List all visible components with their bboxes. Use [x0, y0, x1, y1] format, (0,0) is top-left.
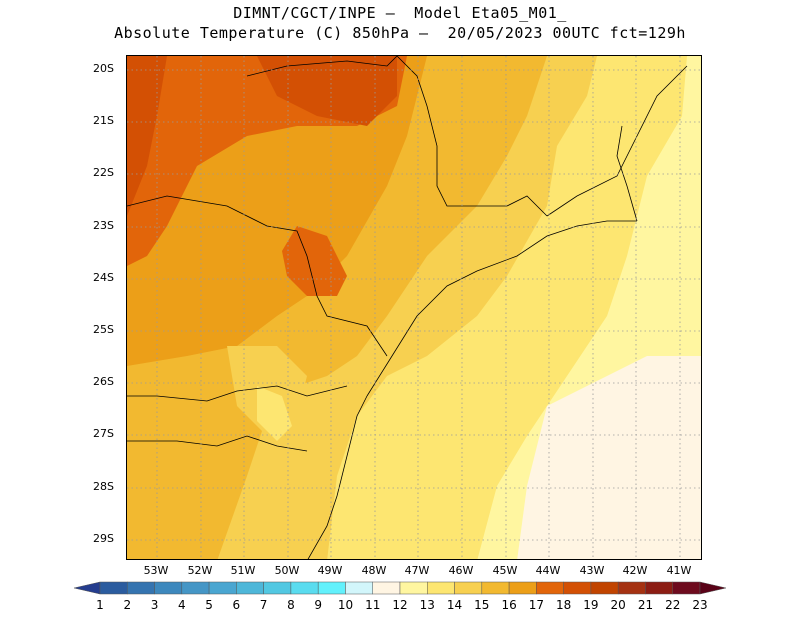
- colorbar-swatch: [536, 581, 564, 595]
- lon-label: 46W: [448, 564, 474, 577]
- colorbar-min-arrow: [73, 581, 101, 595]
- colorbar-tick-label: 19: [583, 598, 599, 612]
- colorbar-swatch: [399, 581, 428, 595]
- colorbar-swatch: [345, 581, 373, 595]
- colorbar-swatch: [317, 581, 346, 595]
- colorbar-tick-label: 14: [446, 598, 463, 612]
- colorbar-swatch: [617, 581, 646, 595]
- field-band-19: [127, 56, 167, 216]
- lat-label: 28S: [93, 480, 114, 493]
- colorbar-tick-label: 7: [259, 598, 268, 612]
- lat-label: 24S: [93, 271, 114, 284]
- colorbar-tick-label: 3: [150, 598, 159, 612]
- colorbar-swatch: [236, 581, 264, 595]
- lon-label: 48W: [361, 564, 387, 577]
- colorbar-tick-label: 4: [177, 598, 186, 612]
- colorbar-tick-label: 18: [555, 598, 572, 612]
- colorbar-tick-label: 23: [692, 598, 708, 612]
- lat-label: 20S: [93, 62, 114, 75]
- lon-label: 44W: [535, 564, 561, 577]
- colorbar-swatch: [208, 581, 237, 595]
- colorbar-swatch: [481, 581, 510, 595]
- colorbar-tick-label: 6: [232, 598, 241, 612]
- lon-label: 52W: [187, 564, 213, 577]
- colorbar-max-arrow: [699, 581, 727, 595]
- colorbar-tick-label: 1: [96, 598, 104, 612]
- colorbar-swatch: [372, 581, 401, 595]
- colorbar-tick-label: 15: [474, 598, 490, 612]
- coastline-and-borders: [127, 56, 688, 559]
- lat-label: 23S: [93, 219, 114, 232]
- colorbar-swatch: [127, 581, 155, 595]
- lon-label: 53W: [143, 564, 169, 577]
- lon-label: 43W: [579, 564, 605, 577]
- lat-lon-grid: [127, 56, 701, 559]
- colorbar-tick-label: 8: [287, 598, 295, 612]
- map-panel: [126, 55, 702, 560]
- colorbar-tick-label: 21: [637, 598, 654, 612]
- lon-label: 49W: [317, 564, 343, 577]
- colorbar-swatch: [427, 581, 455, 595]
- colorbar-tick-label: 5: [205, 598, 213, 612]
- colorbar-swatch: [181, 581, 210, 595]
- lon-label: 41W: [666, 564, 692, 577]
- lat-label: 25S: [93, 323, 114, 336]
- colorbar-swatch: [508, 581, 537, 595]
- field-band-12-patch: [517, 356, 701, 559]
- colorbar-swatch: [590, 581, 619, 595]
- colorbar-swatch: [454, 581, 483, 595]
- lon-label: 50W: [274, 564, 300, 577]
- colorbar-swatch: [672, 581, 701, 595]
- lat-label: 27S: [93, 427, 114, 440]
- colorbar-tick-label: 12: [392, 598, 408, 612]
- colorbar-tick-label: 13: [419, 598, 435, 612]
- lon-label: 45W: [492, 564, 518, 577]
- field-band-17-patch: [282, 226, 347, 296]
- field-band-19b: [257, 56, 397, 126]
- temperature-field-map: [127, 56, 701, 559]
- lon-label: 51W: [230, 564, 256, 577]
- colorbar-tick-label: 20: [610, 598, 626, 612]
- colorbar-swatch: [645, 581, 673, 595]
- colorbar-tick-label: 2: [123, 598, 132, 612]
- lat-label: 29S: [93, 532, 114, 545]
- colorbar-swatch: [290, 581, 319, 595]
- title-line-2: Absolute Temperature (C) 850hPa – 20/05/…: [114, 24, 686, 42]
- colorbar-tick-label: 22: [665, 598, 681, 612]
- colorbar-tick-label: 11: [365, 598, 381, 612]
- colorbar-tick-label: 10: [337, 598, 354, 612]
- colorbar-tick-label: 9: [314, 598, 322, 612]
- lat-label: 21S: [93, 114, 114, 127]
- lon-label: 42W: [622, 564, 648, 577]
- lon-label: 47W: [404, 564, 430, 577]
- colorbar-swatch: [99, 581, 128, 595]
- colorbar-tick-label: 17: [528, 598, 544, 612]
- lat-label: 22S: [93, 166, 114, 179]
- colorbar-swatch: [154, 581, 183, 595]
- title-line-1: DIMNT/CGCT/INPE – Model Eta05_M01_: [233, 4, 567, 22]
- colorbar-tick-label: 16: [501, 598, 517, 612]
- colorbar-swatch: [263, 581, 292, 595]
- colorbar-swatch: [563, 581, 592, 595]
- lat-label: 26S: [93, 375, 114, 388]
- field-band-13-patch: [257, 386, 292, 441]
